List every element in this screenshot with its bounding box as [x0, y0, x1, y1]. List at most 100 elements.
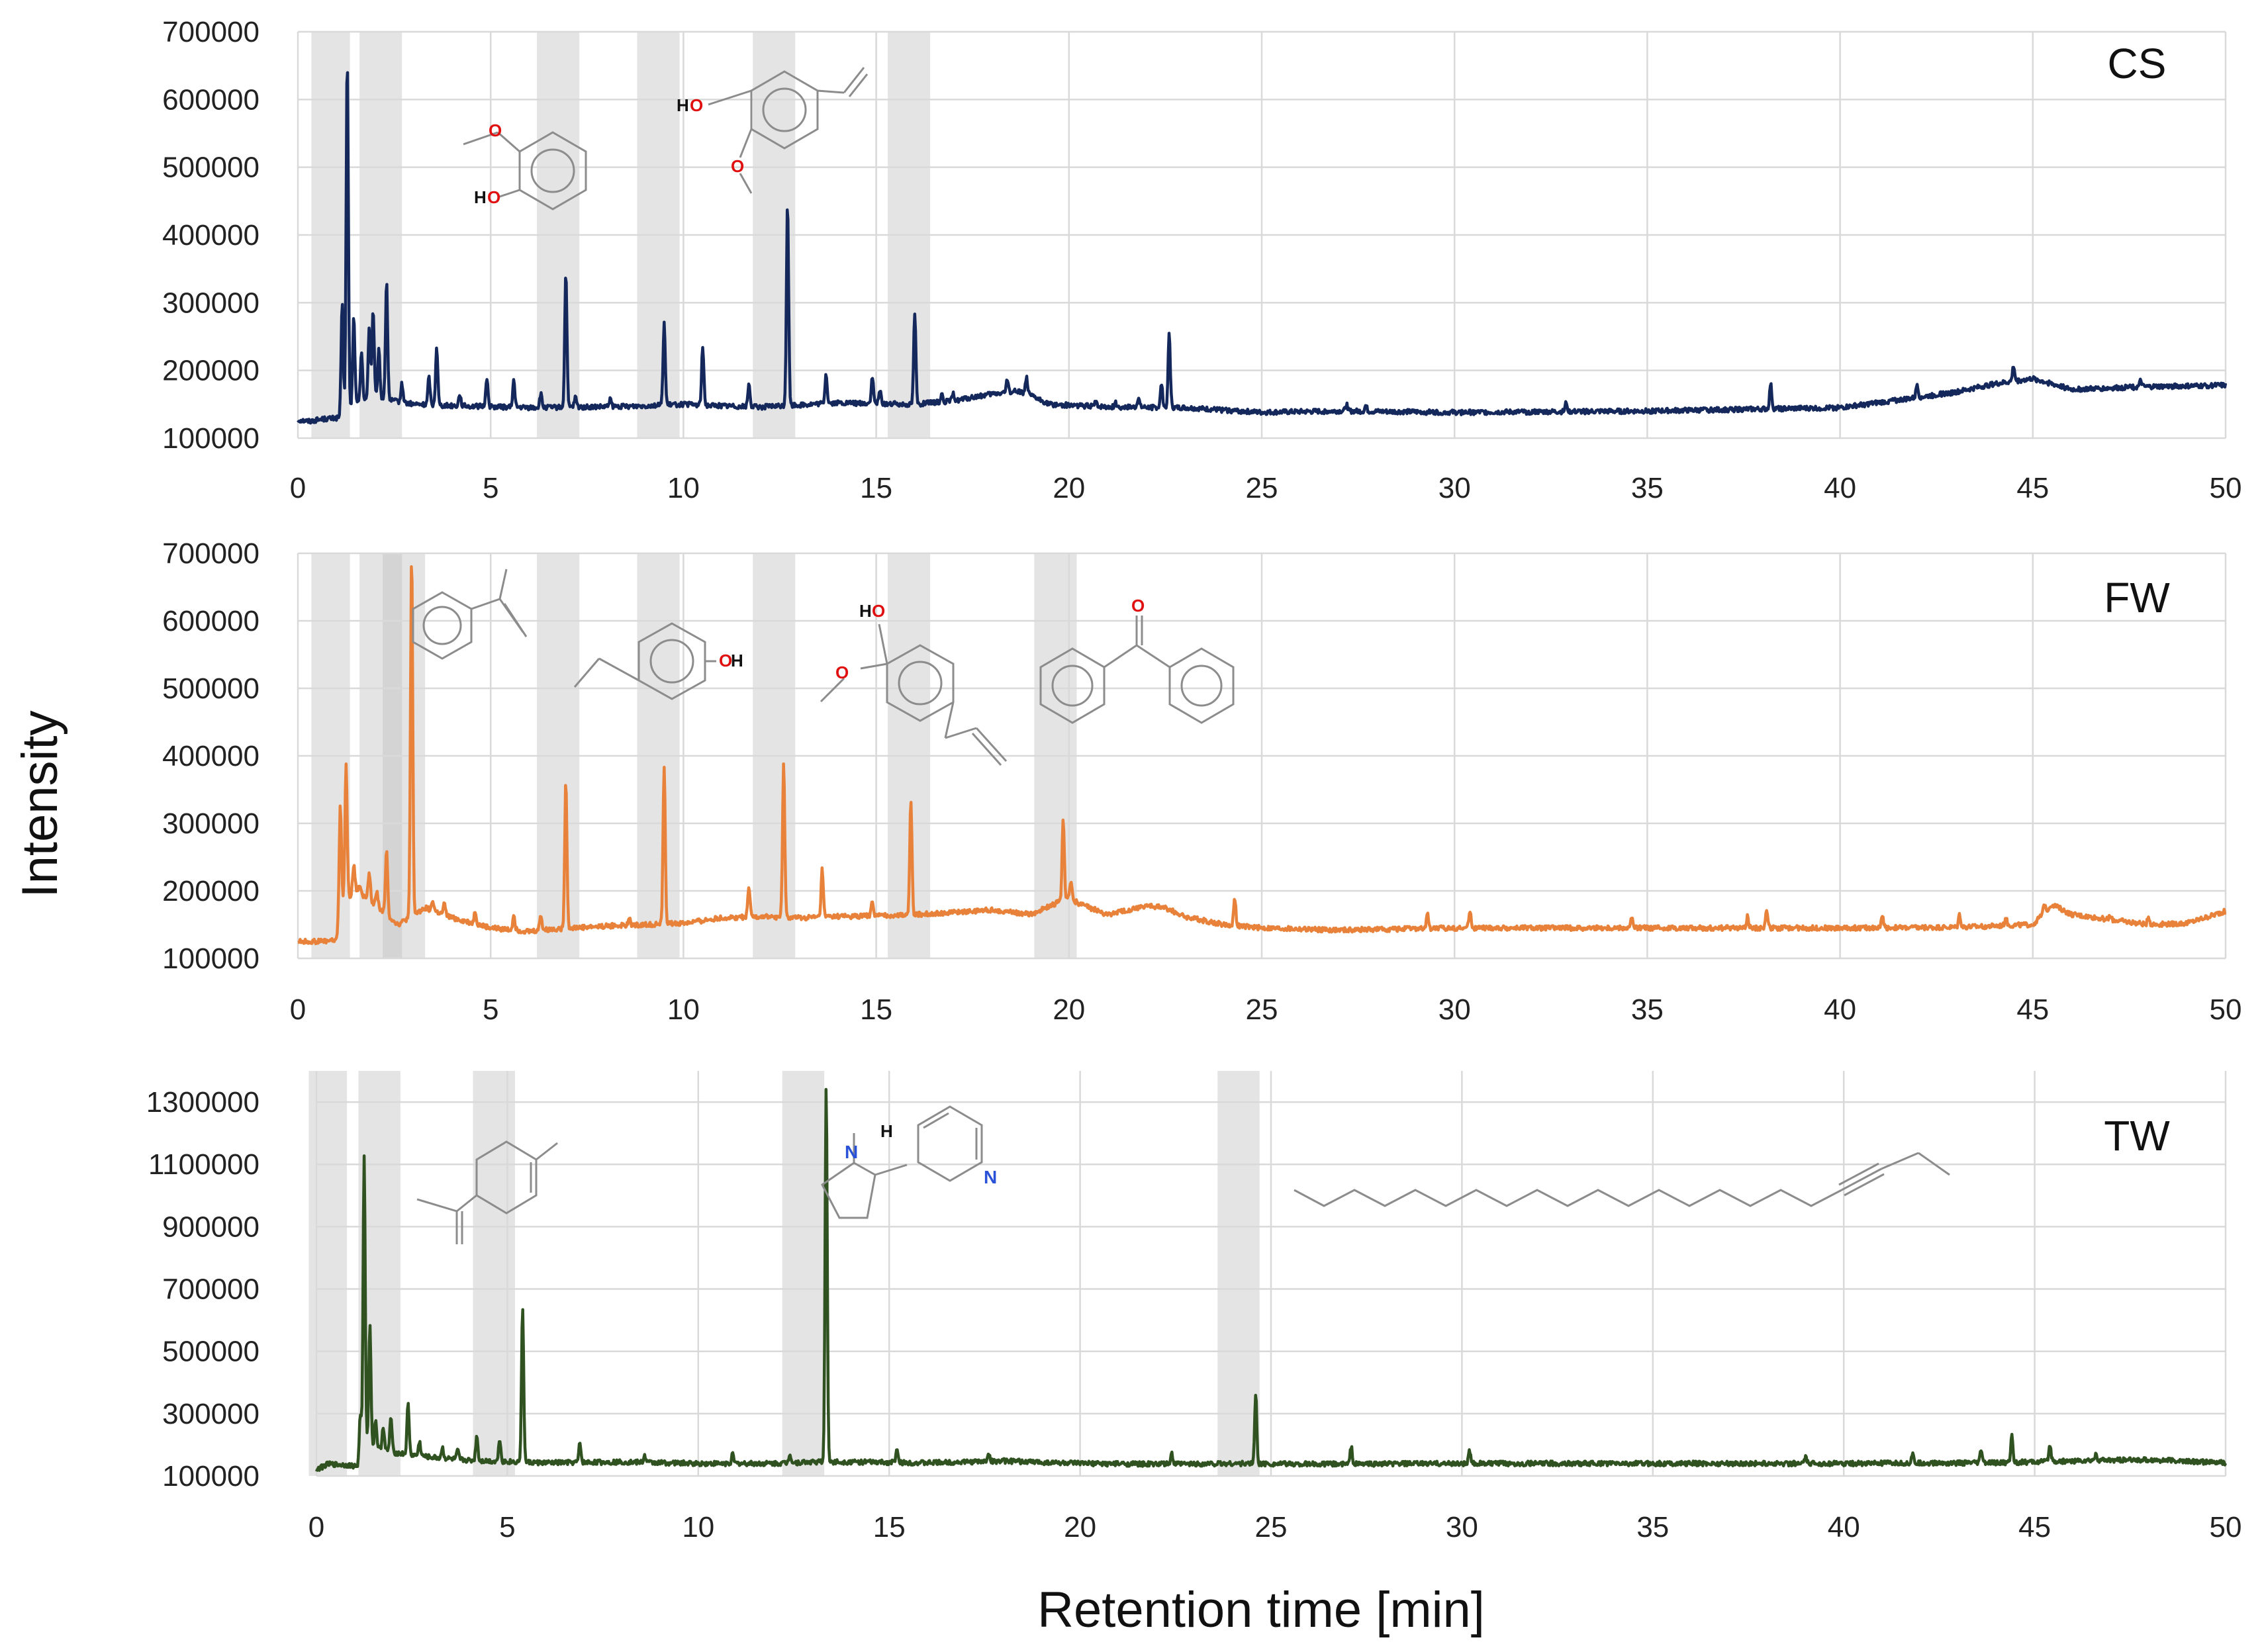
x-tick-label: 50	[2210, 1511, 2242, 1543]
x-tick-label: 0	[290, 472, 306, 504]
y-tick-labels-tw: 100000 300000 500000 700000 900000 1100000 130…	[146, 1086, 259, 1492]
x-tick-labels-fw: 0 5 10 15 20 25 30 35 40 45 50	[290, 993, 2242, 1026]
x-tick-label: 40	[1828, 1511, 1860, 1543]
y-tick-labels-fw: 100000 200000 300000 400000 500000 600000 7000…	[162, 537, 259, 975]
x-tick-label: 25	[1246, 993, 1278, 1026]
x-tick-label: 40	[1824, 472, 1856, 504]
x-tick-label: 35	[1631, 472, 1664, 504]
y-tick-label: 900000	[162, 1211, 259, 1243]
y-tick-label: 100000	[162, 422, 259, 455]
x-tick-label: 5	[499, 1511, 515, 1543]
atom-o-label: O	[489, 120, 502, 140]
x-tick-label: 5	[483, 993, 498, 1026]
atom-o-label: O	[835, 663, 849, 682]
x-tick-label: 50	[2210, 472, 2242, 504]
grid-tw	[315, 1071, 2227, 1477]
x-tick-label: 15	[860, 472, 892, 504]
panel-fw: 100000 200000 300000 400000 500000 600000 7000…	[162, 537, 2241, 1026]
y-tick-label: 100000	[162, 1460, 259, 1492]
x-tick-label: 35	[1636, 1511, 1669, 1543]
y-tick-label: 1100000	[148, 1148, 259, 1181]
y-tick-label: 700000	[162, 1273, 259, 1306]
highlight-band-tw-5	[1217, 1071, 1260, 1476]
x-tick-label: 15	[860, 993, 892, 1026]
atom-h-label: H	[880, 1121, 893, 1141]
y-tick-label: 200000	[162, 875, 259, 907]
x-tick-label: 45	[2018, 1511, 2051, 1543]
panel-label-tw: TW	[2104, 1112, 2170, 1160]
atom-h-label: H	[474, 187, 487, 207]
x-tick-label: 10	[667, 472, 700, 504]
highlight-bands	[308, 32, 1260, 1476]
atom-o-label: O	[719, 651, 732, 670]
x-tick-label: 0	[290, 993, 306, 1026]
x-tick-labels-tw: 0 5 10 15 20 25 30 35 40 45 50	[308, 1511, 2242, 1543]
atom-o-label: O	[690, 95, 703, 115]
y-tick-label: 700000	[162, 16, 259, 48]
atom-o-label: O	[1131, 596, 1145, 616]
atom-o-label: O	[487, 187, 500, 207]
grid-fw	[297, 552, 2227, 960]
cs-chromatogram-line	[297, 71, 2228, 425]
x-tick-label: 25	[1255, 1511, 1288, 1543]
x-tick-label: 30	[1446, 1511, 1478, 1543]
highlight-band-tw-3	[473, 1071, 515, 1476]
y-axis-title: Intensity	[12, 710, 68, 897]
y-tick-label: 700000	[162, 537, 259, 570]
structure-guaiacol-icon	[463, 131, 587, 210]
y-tick-label: 600000	[162, 605, 259, 637]
panel-tw: 100000 300000 500000 700000 900000 1100000 130…	[146, 1071, 2242, 1543]
panel-label-cs: CS	[2108, 40, 2167, 87]
panel-cs: 100000 200000 300000 400000 500000 600000 7000…	[162, 16, 2241, 504]
x-tick-label: 20	[1064, 1511, 1096, 1543]
atom-o-label: O	[731, 156, 744, 176]
x-tick-label: 45	[2016, 472, 2049, 504]
y-tick-label: 500000	[162, 1336, 259, 1368]
structure-nicotine-icon	[821, 1105, 983, 1219]
x-tick-label: 0	[308, 1511, 324, 1543]
y-tick-label: 300000	[162, 807, 259, 840]
y-tick-label: 500000	[162, 672, 259, 705]
y-tick-labels-cs: 100000 200000 300000 400000 500000 600000 7000…	[162, 16, 259, 455]
y-tick-label: 200000	[162, 355, 259, 387]
x-tick-label: 40	[1824, 993, 1856, 1026]
x-tick-label: 10	[667, 993, 700, 1026]
structure-vinylguaiacol-icon	[708, 67, 869, 194]
structure-ethylphenol-icon	[573, 622, 716, 700]
highlight-band-tw-1	[308, 1071, 348, 1476]
structure-limonene-icon	[416, 1140, 558, 1244]
atom-h-label: H	[731, 651, 743, 670]
x-tick-label: 25	[1246, 472, 1278, 504]
tw-chromatogram-line	[314, 1087, 2228, 1473]
grid-cs	[297, 30, 2227, 439]
x-tick-label: 10	[682, 1511, 714, 1543]
x-tick-label: 5	[483, 472, 498, 504]
x-tick-label: 20	[1053, 472, 1085, 504]
x-tick-label: 45	[2016, 993, 2049, 1026]
x-tick-label: 50	[2210, 993, 2242, 1026]
y-tick-label: 500000	[162, 152, 259, 184]
y-tick-label: 1300000	[146, 1086, 259, 1119]
y-tick-label: 400000	[162, 219, 259, 252]
y-tick-label: 400000	[162, 740, 259, 772]
panel-label-fw: FW	[2104, 574, 2170, 621]
y-tick-label: 300000	[162, 287, 259, 319]
x-tick-label: 20	[1053, 993, 1085, 1026]
atom-h-label: H	[859, 601, 872, 621]
structure-long-chain-alkyne-icon	[1294, 1152, 1950, 1207]
structure-benzophenone-icon	[1039, 616, 1235, 724]
atom-n-label: N	[845, 1142, 858, 1162]
x-tick-labels-cs: 0 5 10 15 20 25 30 35 40 45 50	[290, 472, 2242, 504]
x-tick-label: 30	[1438, 472, 1471, 504]
x-tick-label: 15	[873, 1511, 906, 1543]
x-tick-label: 35	[1631, 993, 1664, 1026]
fw-chromatogram-line	[297, 565, 2227, 946]
x-tick-label: 30	[1438, 993, 1471, 1026]
atom-n-label: N	[984, 1167, 997, 1187]
structure-isopropenylbenzene-icon	[412, 569, 528, 660]
y-tick-label: 100000	[162, 942, 259, 975]
y-tick-label: 600000	[162, 83, 259, 116]
atom-o-label: O	[872, 601, 885, 621]
atom-h-label: H	[677, 95, 689, 115]
